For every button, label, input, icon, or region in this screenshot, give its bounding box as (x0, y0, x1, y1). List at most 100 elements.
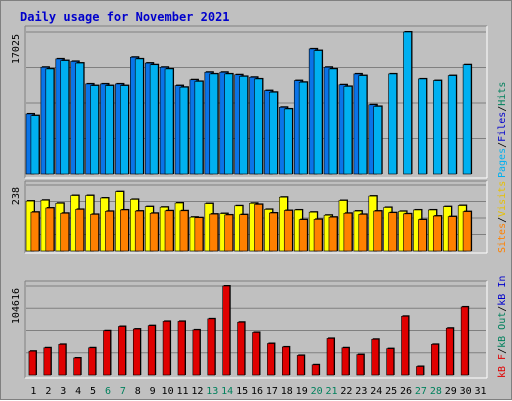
bar-kb-f (460, 306, 469, 376)
bar-sites (164, 210, 174, 252)
bar-files (30, 115, 40, 175)
x-tick-label: 6 (105, 386, 111, 397)
bar-kb-f (192, 329, 201, 376)
panel-middle: 238 Sites/Visits (11, 180, 508, 254)
x-tick-label: 23 (355, 386, 367, 397)
bar-sites (224, 214, 233, 252)
bar-sites (403, 213, 412, 252)
x-tick-label: 31 (475, 386, 487, 397)
bar-files (373, 106, 382, 175)
x-tick-label: 24 (370, 386, 382, 397)
bar-kb-f (356, 354, 365, 376)
bar-sites (149, 212, 159, 252)
bar-sites (328, 216, 338, 252)
bar-kb-f (43, 347, 52, 376)
legend-entry: kB In (497, 276, 508, 306)
x-tick-label: 29 (445, 386, 457, 397)
x-tick-label: 28 (430, 386, 442, 397)
bar-sites (298, 219, 308, 252)
bar-files (298, 81, 308, 175)
bar-kb-f (177, 321, 186, 376)
bar-files (60, 60, 70, 175)
bar-sites (418, 219, 427, 252)
chart-title: Daily usage for November 2021 (20, 10, 230, 24)
bar-kb-f (311, 364, 320, 376)
bar-files (134, 58, 144, 175)
panel-legend: kB F/kB Out/kB In (497, 276, 508, 378)
x-tick-label: 1 (30, 386, 36, 397)
bar-sites (254, 204, 263, 252)
bar-sites (179, 210, 189, 252)
bar-kb-f (401, 315, 409, 376)
bar-kb-f (431, 344, 439, 376)
bar-kb-f (282, 346, 290, 376)
bar-kb-f (222, 285, 230, 376)
bar-files (462, 64, 472, 175)
bar-kb-f (252, 332, 260, 376)
x-tick-label: 5 (90, 386, 96, 397)
legend-entry: / (497, 142, 508, 148)
bar-sites (209, 213, 219, 252)
bar-files (358, 75, 368, 175)
x-tick-label: 21 (325, 386, 337, 397)
bar-files (283, 108, 293, 175)
bar-kb-f (118, 326, 126, 376)
bar-sites (120, 209, 129, 252)
bar-files (90, 85, 99, 175)
bar-sites (194, 217, 204, 252)
bar-files (194, 81, 204, 175)
bar-kb-f (147, 325, 156, 376)
x-axis-ticks: 1 2 3 4 5 6 7 8 9 10 11 12 13 14 15 16 17 18 19 20 21 22 23 24 2… (30, 386, 486, 397)
bar-files (75, 62, 84, 175)
x-tick-label: 3 (60, 386, 66, 397)
x-tick-label: 15 (236, 386, 248, 397)
x-tick-label: 19 (296, 386, 308, 397)
bar-sites (105, 211, 114, 252)
bar-kb-f (132, 328, 141, 376)
bar-sites (45, 207, 55, 252)
bar-files (418, 78, 427, 175)
bar-files (120, 85, 129, 175)
bar-kb-f (73, 357, 81, 376)
x-tick-label: 14 (221, 386, 233, 397)
bar-files (432, 80, 442, 175)
bar-sites (239, 214, 248, 252)
bar-kb-f (296, 355, 305, 376)
x-tick-label: 7 (120, 386, 126, 397)
x-tick-label: 20 (311, 386, 323, 397)
bar-kb-f (341, 347, 350, 376)
x-tick-label: 25 (385, 386, 397, 397)
bar-files (179, 86, 189, 175)
bar-sites (388, 212, 397, 252)
bar-kb-f (386, 348, 394, 376)
x-tick-label: 17 (266, 386, 278, 397)
bar-sites (75, 209, 84, 252)
legend-entry: Pages (497, 148, 508, 178)
bar-files (149, 64, 159, 175)
bar-sites (313, 219, 323, 252)
panel-legend: Sites/Visits (497, 181, 508, 253)
bar-sites (432, 215, 442, 252)
bar-files (105, 85, 114, 175)
x-tick-label: 11 (176, 386, 188, 397)
panel-legend: Pages/Files/Hits (497, 82, 508, 178)
bar-kb-f (58, 344, 67, 376)
bar-kb-f (371, 338, 380, 376)
bar-kb-f (267, 343, 275, 376)
legend-entry: kB F (497, 354, 508, 378)
x-tick-label: 27 (415, 386, 427, 397)
bar-files (209, 73, 219, 175)
bar-sites (462, 211, 472, 252)
bar-sites (269, 212, 278, 252)
y-max-label: 104616 (11, 288, 22, 324)
x-tick-label: 18 (281, 386, 293, 397)
x-tick-label: 16 (251, 386, 263, 397)
bar-sites (447, 216, 457, 252)
bar-kb-f (103, 330, 111, 376)
legend-entry: Hits (497, 82, 508, 106)
x-tick-label: 26 (400, 386, 412, 397)
bar-files (45, 68, 55, 175)
